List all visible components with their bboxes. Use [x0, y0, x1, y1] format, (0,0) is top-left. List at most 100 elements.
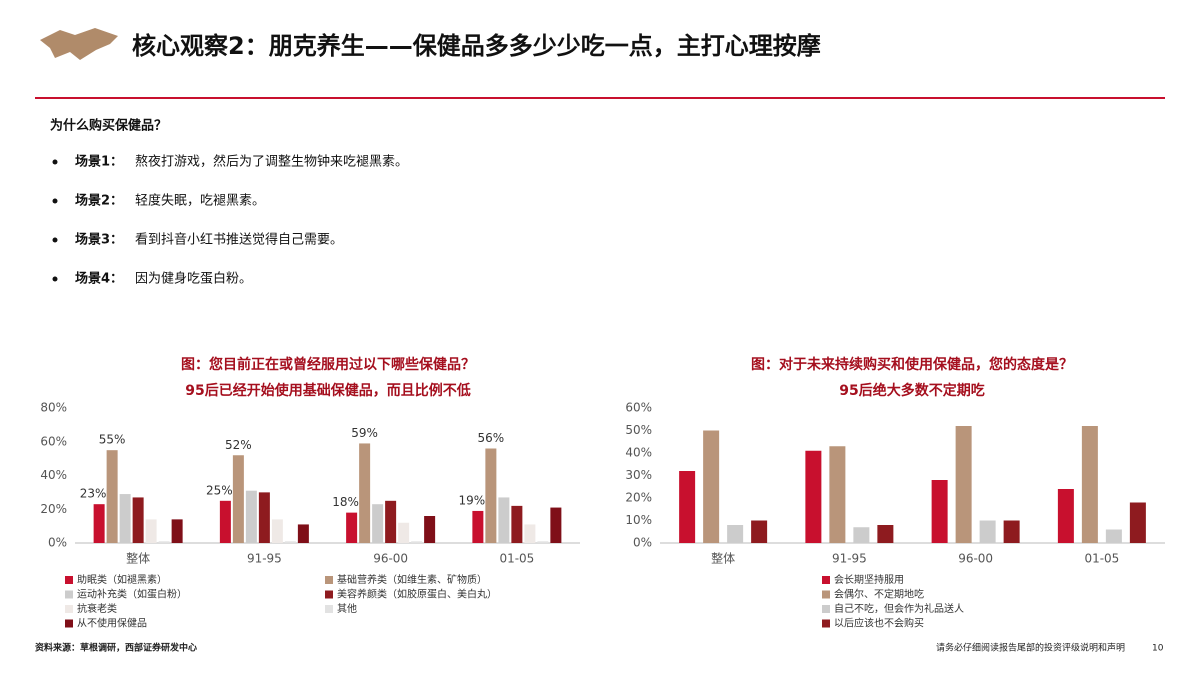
source: 资料来源：草根调研，西部证券研发中心	[35, 642, 197, 654]
bar	[727, 525, 744, 543]
chart-title: 图：对于未来持续购买和使用保健品，您的态度是？	[751, 356, 1073, 373]
legend-label: 美容养颜类（如胶原蛋白、美白丸）	[337, 588, 497, 601]
legend-swatch	[325, 605, 333, 613]
y-tick-label: 50%	[625, 423, 652, 437]
y-tick-label: 0%	[48, 536, 67, 550]
data-label: 18%	[332, 495, 359, 509]
legend-label: 其他	[337, 602, 357, 615]
bullet-text: 轻度失眠，吃褪黑素。	[135, 193, 265, 209]
x-tick-label: 整体	[711, 551, 735, 566]
bar	[385, 500, 397, 543]
bar	[955, 426, 972, 543]
y-tick-label: 20%	[625, 491, 652, 505]
legend-label: 会长期坚持服用	[834, 573, 904, 586]
bar	[398, 522, 410, 543]
bar	[219, 500, 231, 543]
bar	[145, 519, 157, 543]
y-tick-label: 60%	[40, 434, 67, 448]
bar	[424, 516, 436, 543]
bar	[537, 541, 549, 543]
legend-swatch	[325, 576, 333, 584]
bullet-label: 场景1：	[75, 155, 123, 170]
legend-swatch	[65, 576, 73, 584]
bar	[346, 512, 358, 543]
bar	[931, 480, 948, 543]
chart-subtitle: 95后绝大多数不定期吃	[839, 382, 984, 399]
bar	[751, 520, 768, 543]
bar	[258, 492, 270, 543]
bullet-dot	[52, 159, 58, 165]
data-label: 25%	[206, 483, 233, 497]
bullet-dot	[52, 276, 58, 282]
data-label: 59%	[351, 426, 378, 440]
bar	[979, 520, 996, 543]
legend-label: 基础营养类（如维生素、矿物质）	[337, 573, 487, 586]
legend-label: 从不使用保健品	[77, 617, 147, 630]
bar	[171, 519, 183, 543]
bar	[297, 524, 309, 543]
bullet-text: 看到抖音小红书推送觉得自己需要。	[135, 232, 343, 248]
bullet-label: 场景3：	[75, 233, 123, 248]
y-tick-label: 30%	[625, 468, 652, 482]
bar	[472, 510, 484, 543]
bar	[829, 446, 846, 543]
bar	[106, 450, 118, 543]
bar	[550, 507, 562, 543]
question: 为什么购买保健品？	[50, 118, 167, 134]
bar	[93, 504, 105, 543]
x-tick-label: 01-05	[1084, 552, 1119, 566]
y-tick-label: 80%	[40, 401, 67, 415]
bullet-label: 场景2：	[75, 194, 123, 209]
chart-subtitle: 95后已经开始使用基础保健品，而且比例不低	[185, 382, 470, 399]
legend-swatch	[822, 605, 830, 613]
legend-swatch	[822, 619, 830, 628]
data-label: 55%	[99, 433, 126, 447]
x-tick-label: 96-00	[373, 552, 408, 566]
bar	[359, 443, 371, 543]
bullet-dot	[52, 237, 58, 243]
data-label: 56%	[478, 431, 505, 445]
bar	[805, 450, 822, 543]
y-tick-label: 40%	[40, 468, 67, 482]
legend-label: 以后应该也不会购买	[834, 617, 924, 630]
bar	[703, 430, 720, 543]
bar	[284, 541, 296, 543]
legend-swatch	[65, 590, 73, 599]
legend-swatch	[325, 590, 333, 599]
bar	[1003, 520, 1020, 543]
bar	[245, 490, 257, 543]
bullet-text: 因为健身吃蛋白粉。	[135, 271, 252, 287]
bar	[679, 471, 696, 543]
legend-label: 会偶尔、不定期地吃	[834, 588, 924, 601]
page-number: 10	[1152, 644, 1164, 654]
bar	[271, 519, 283, 543]
legend-swatch	[65, 605, 73, 613]
legend-label: 运动补充类（如蛋白粉）	[77, 588, 187, 601]
data-label: 23%	[80, 487, 107, 501]
bar	[158, 541, 170, 543]
bar	[511, 505, 523, 543]
bar	[1105, 529, 1122, 543]
legend-swatch	[65, 619, 73, 628]
x-tick-label: 01-05	[499, 552, 534, 566]
bar	[1081, 426, 1098, 543]
bullet-text: 熬夜打游戏，然后为了调整生物钟来吃褪黑素。	[135, 154, 408, 170]
bullet-dot	[52, 198, 58, 204]
x-tick-label: 96-00	[958, 552, 993, 566]
bar	[132, 497, 144, 543]
bar	[1129, 502, 1146, 543]
slide-title: 核心观察2：朋克养生——保健品多多少少吃一点，主打心理按摩	[132, 32, 821, 60]
x-tick-label: 91-95	[247, 552, 282, 566]
legend-label: 抗衰老类	[77, 602, 117, 615]
bar	[485, 448, 497, 543]
legend-label: 自己不吃，但会作为礼品送人	[834, 602, 964, 615]
bar	[411, 541, 423, 543]
bar	[877, 525, 894, 543]
logo	[40, 28, 118, 60]
bar	[119, 494, 131, 543]
bar	[853, 527, 870, 543]
legend-swatch	[822, 590, 830, 599]
bullet-label: 场景4：	[75, 272, 123, 287]
bar	[524, 524, 536, 543]
y-tick-label: 0%	[633, 536, 652, 550]
